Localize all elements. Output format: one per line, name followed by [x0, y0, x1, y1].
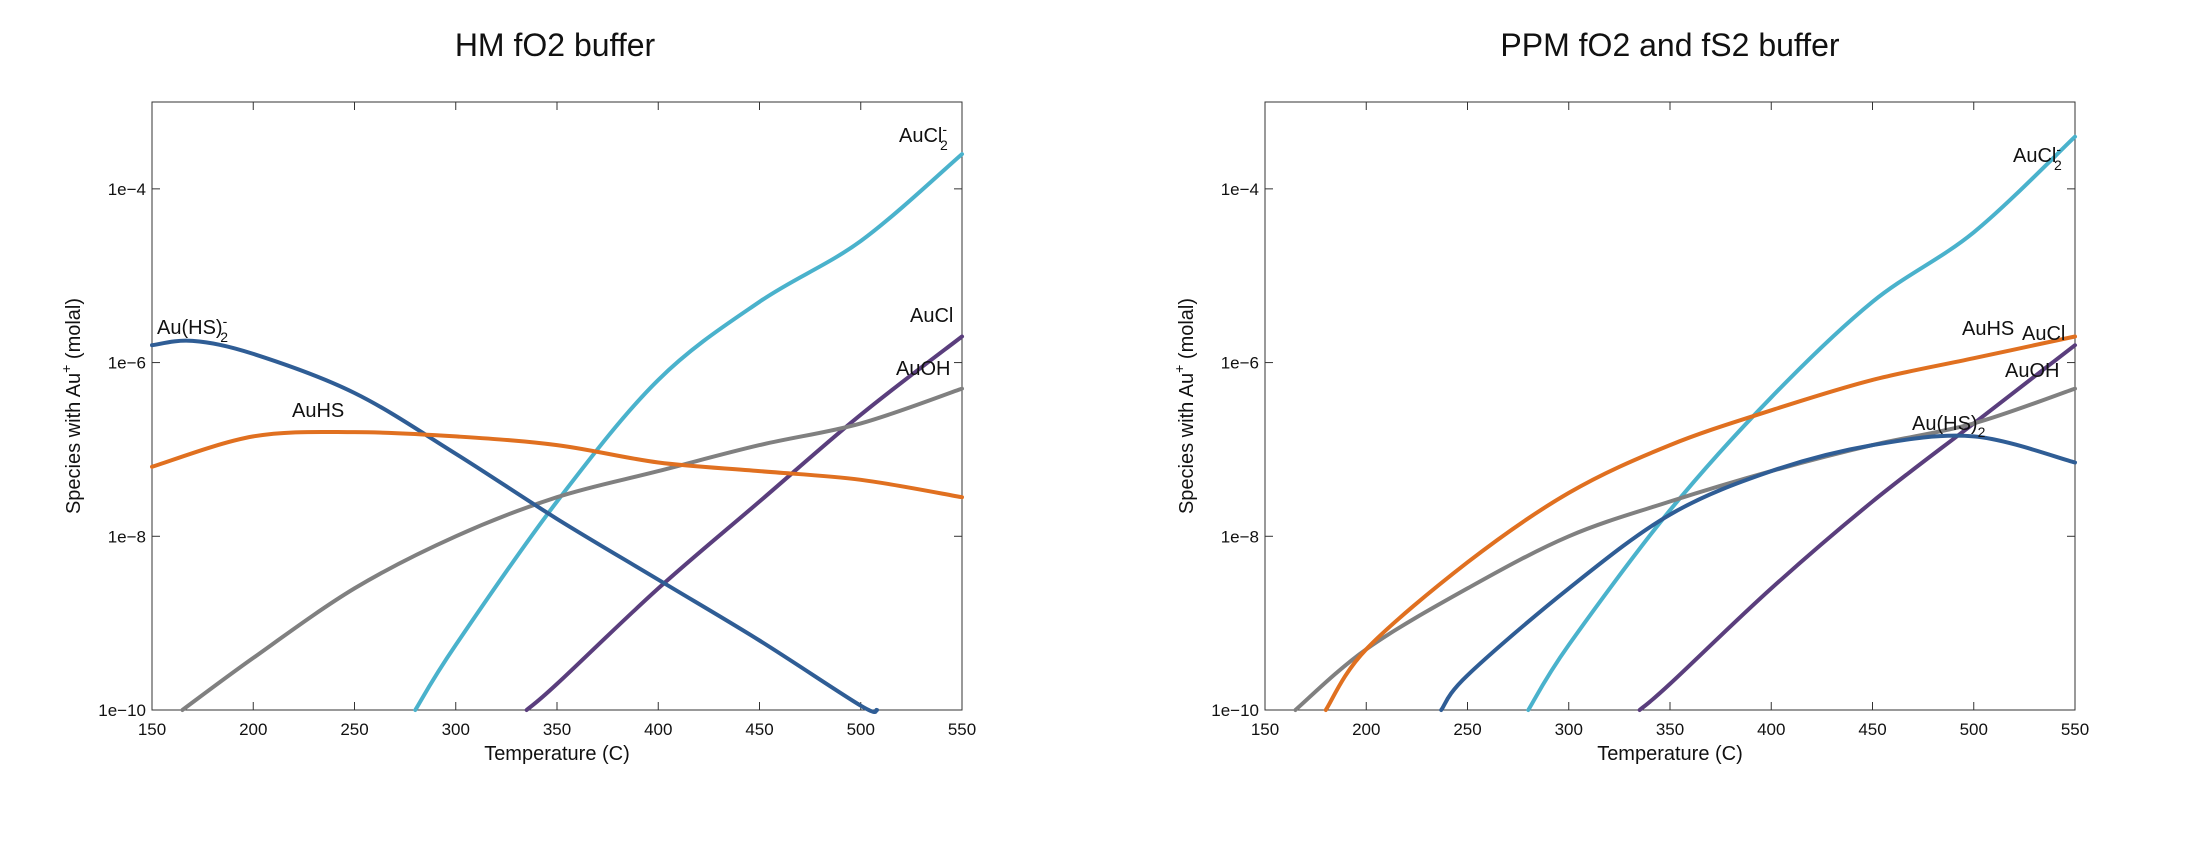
label-aucl: AuCl [910, 305, 953, 327]
chart-ppm-buffer: PPM fO2 and fS2 buffer 150 200 250 300 350 40… [1171, 27, 2089, 765]
x-tick-label: 250 [1453, 720, 1481, 739]
y-axis-label: Species with Au+ (molal) [58, 298, 85, 514]
x-tick-label: 500 [1960, 720, 1988, 739]
label-auhs: AuHS [292, 400, 344, 422]
x-tick-label: 200 [239, 720, 267, 739]
axis-ticks: 150 200 250 300 350 400 450 500 550 1e−10 1e−8 1e−6… [1211, 102, 2089, 739]
x-tick-label: 200 [1352, 720, 1380, 739]
label-auoh: AuOH [2005, 360, 2059, 382]
x-tick-label: 400 [1757, 720, 1785, 739]
series-lines [1293, 134, 2077, 712]
y-tick-label: 1e−6 [1221, 354, 1259, 373]
series-line-auhs [150, 429, 964, 500]
y-tick-label: 1e−10 [1211, 701, 1259, 720]
label-auhs2: Au(HS)2 [1912, 413, 1986, 440]
x-tick-label: 400 [644, 720, 672, 739]
chart-title: HM fO2 buffer [455, 27, 656, 63]
x-tick-label: 450 [1858, 720, 1886, 739]
series-line-auhs [1323, 334, 2077, 712]
y-tick-label: 1e−10 [98, 701, 146, 720]
x-tick-label: 350 [1656, 720, 1684, 739]
series-line-auoh [180, 386, 964, 712]
series-lines [150, 152, 964, 714]
plot-frame [1264, 101, 2076, 711]
series-line-aucl [524, 334, 964, 712]
x-tick-label: 300 [442, 720, 470, 739]
x-tick-label: 550 [948, 720, 976, 739]
label-aucl: AuCl [2022, 323, 2065, 345]
chart-title: PPM fO2 and fS2 buffer [1500, 27, 1840, 63]
label-auhs: AuHS [1962, 318, 2014, 340]
x-tick-label: 350 [543, 720, 571, 739]
x-tick-label: 550 [2061, 720, 2089, 739]
y-tick-label: 1e−8 [108, 527, 146, 546]
y-tick-label: 1e−8 [1221, 527, 1259, 546]
series-line-au-hs-2- [150, 338, 879, 714]
x-tick-label: 500 [847, 720, 875, 739]
label-aucl2: AuCl-2 [899, 121, 948, 153]
x-axis-label: Temperature (C) [1597, 743, 1743, 765]
label-auoh: AuOH [896, 358, 950, 380]
y-axis-label: Species with Au+ (molal) [1171, 298, 1198, 514]
series-line-au-hs-2 [1439, 433, 2077, 712]
axis-ticks: 150 200 250 300 350 400 450 500 550 1e−10 1e−8 1e−6… [98, 102, 976, 739]
label-auhs2: Au(HS)-2 [157, 313, 228, 345]
x-tick-label: 300 [1555, 720, 1583, 739]
series-line-aucl [1637, 343, 2077, 712]
x-tick-label: 150 [138, 720, 166, 739]
y-tick-label: 1e−6 [108, 354, 146, 373]
series-line-aucl2- [413, 152, 964, 712]
x-tick-label: 450 [745, 720, 773, 739]
y-tick-label: 1e−4 [108, 180, 146, 199]
y-tick-label: 1e−4 [1221, 180, 1259, 199]
x-tick-label: 150 [1251, 720, 1279, 739]
series-line-auoh [1293, 386, 2077, 712]
plot-frame [151, 101, 963, 711]
series-line-aucl2- [1526, 134, 2077, 712]
chart-hm-buffer: HM fO2 buffer 150 200 250 300 350 400 450 500 55… [58, 27, 976, 765]
x-tick-label: 250 [340, 720, 368, 739]
x-axis-label: Temperature (C) [484, 743, 630, 765]
label-aucl2: AuCl-2 [2013, 141, 2062, 173]
